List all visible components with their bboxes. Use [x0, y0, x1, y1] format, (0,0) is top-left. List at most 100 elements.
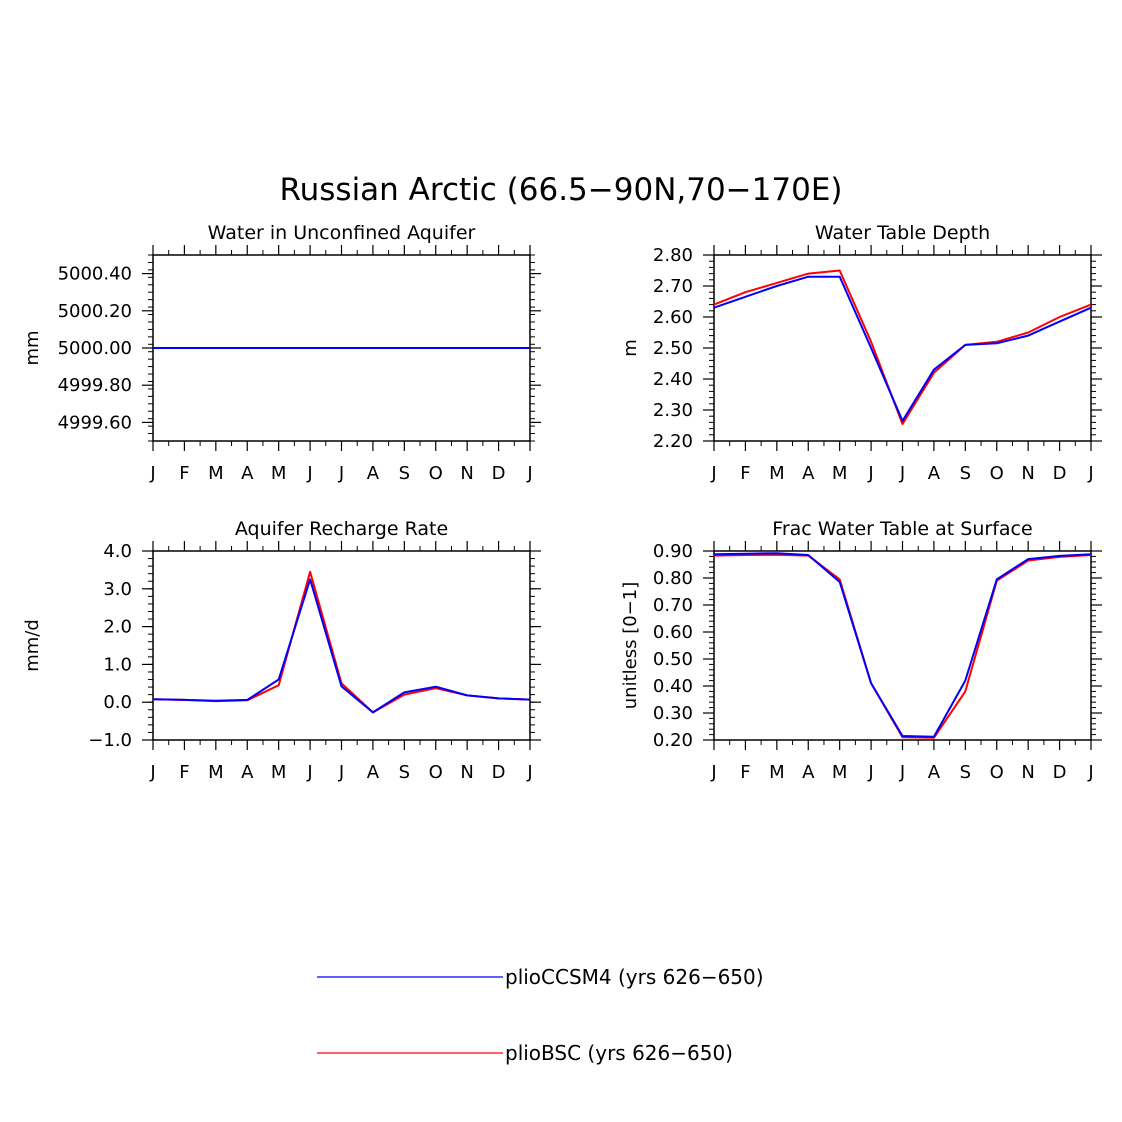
- x-tick-label: D: [492, 463, 506, 484]
- chart-panel: J F M A M J J A S O N D J0.200.300.400.500.600.700.8…: [620, 518, 1102, 783]
- x-tick-label: J: [899, 762, 905, 783]
- x-tick-label: A: [928, 762, 941, 783]
- y-tick-label: 5000.20: [58, 301, 132, 322]
- y-tick-label: 2.80: [653, 245, 693, 266]
- x-tick-label: S: [399, 762, 410, 783]
- y-tick-label: 0.60: [653, 622, 693, 643]
- y-tick-label: −1.0: [88, 730, 132, 751]
- x-tick-label: S: [960, 762, 971, 783]
- x-tick-label: N: [460, 762, 473, 783]
- x-tick-label: J: [710, 762, 716, 783]
- x-tick-label: A: [802, 463, 815, 484]
- y-tick-label: 4999.80: [58, 375, 132, 396]
- x-tick-label: N: [460, 463, 473, 484]
- y-axis-label: m: [620, 339, 641, 357]
- chart-panels: J F M A M J J A S O N D J4999.604999.805000.005000.2…: [22, 222, 1102, 783]
- plot-frame: [713, 550, 1092, 741]
- x-tick-label: J: [306, 463, 312, 484]
- x-tick-label: S: [399, 463, 410, 484]
- y-axis-label: mm: [22, 330, 43, 365]
- x-tick-label: J: [867, 762, 873, 783]
- legend-item: plioCCSM4 (yrs 626−650): [317, 965, 764, 989]
- x-tick-label: J: [149, 463, 155, 484]
- x-tick-label: D: [492, 762, 506, 783]
- figure-title: Russian Arctic (66.5−90N,70−170E): [279, 172, 842, 208]
- y-tick-label: 2.70: [653, 276, 693, 297]
- x-tick-label: J: [306, 762, 312, 783]
- y-tick-label: 2.50: [653, 338, 693, 359]
- y-tick-label: 2.40: [653, 369, 693, 390]
- panel-title: Water in Unconfined Aquifer: [208, 222, 476, 244]
- x-tick-label: F: [740, 463, 750, 484]
- x-tick-label: J: [1087, 762, 1093, 783]
- y-tick-label: 4.0: [103, 541, 132, 562]
- y-tick-label: 0.40: [653, 676, 693, 697]
- legend-label: plioCCSM4 (yrs 626−650): [505, 965, 764, 989]
- x-tick-label: O: [990, 463, 1004, 484]
- series-line: [713, 552, 1092, 738]
- y-tick-label: 3.0: [103, 579, 132, 600]
- legend-label: plioBSC (yrs 626−650): [505, 1041, 733, 1065]
- y-tick-label: 1.0: [103, 654, 132, 675]
- x-tick-label: J: [526, 463, 532, 484]
- y-tick-label: 2.30: [653, 400, 693, 421]
- y-tick-label: 5000.40: [58, 264, 132, 285]
- x-tick-label: A: [241, 762, 254, 783]
- x-tick-label: M: [832, 463, 848, 484]
- y-axis-label: mm/d: [22, 619, 43, 672]
- y-tick-label: 0.70: [653, 595, 693, 616]
- x-tick-label: N: [1021, 762, 1034, 783]
- y-tick-label: 0.30: [653, 703, 693, 724]
- x-tick-label: D: [1053, 762, 1067, 783]
- series-line: [713, 269, 1092, 425]
- x-tick-label: M: [271, 762, 287, 783]
- x-tick-label: D: [1053, 463, 1067, 484]
- x-tick-label: F: [179, 762, 189, 783]
- x-tick-label: A: [241, 463, 254, 484]
- x-tick-label: J: [149, 762, 155, 783]
- series-line: [152, 570, 531, 714]
- x-tick-label: O: [429, 463, 443, 484]
- x-tick-label: A: [367, 762, 380, 783]
- panel-title: Water Table Depth: [815, 222, 990, 244]
- y-tick-label: 5000.00: [58, 338, 132, 359]
- x-tick-label: J: [526, 762, 532, 783]
- series-line: [152, 578, 531, 714]
- series-line: [713, 275, 1092, 422]
- y-tick-label: 0.20: [653, 730, 693, 751]
- x-tick-label: M: [769, 762, 785, 783]
- chart-panel: J F M A M J J A S O N D J2.202.302.402.502.602.702.8…: [620, 222, 1102, 484]
- plot-frame: [152, 550, 531, 741]
- x-tick-label: M: [271, 463, 287, 484]
- x-tick-label: O: [990, 762, 1004, 783]
- panel-title: Aquifer Recharge Rate: [235, 518, 448, 540]
- x-tick-label: M: [208, 762, 224, 783]
- y-tick-label: 2.60: [653, 307, 693, 328]
- x-tick-label: M: [208, 463, 224, 484]
- legend: plioCCSM4 (yrs 626−650) plioBSC (yrs 626…: [317, 965, 764, 1065]
- y-tick-label: 0.80: [653, 568, 693, 589]
- y-tick-label: 0.50: [653, 649, 693, 670]
- y-axis-label: unitless [0−1]: [620, 582, 641, 709]
- x-tick-label: F: [740, 762, 750, 783]
- x-tick-label: M: [832, 762, 848, 783]
- legend-item: plioBSC (yrs 626−650): [317, 1041, 733, 1065]
- x-tick-label: A: [928, 463, 941, 484]
- x-tick-label: J: [867, 463, 873, 484]
- plot-frame: [713, 254, 1092, 442]
- x-tick-label: J: [338, 463, 344, 484]
- x-tick-label: J: [899, 463, 905, 484]
- y-tick-label: 2.20: [653, 431, 693, 452]
- y-tick-label: 2.0: [103, 617, 132, 638]
- chart-panel: J F M A M J J A S O N D J4999.604999.805000.005000.2…: [22, 222, 541, 484]
- x-tick-label: A: [802, 762, 815, 783]
- x-tick-label: S: [960, 463, 971, 484]
- x-tick-label: N: [1021, 463, 1034, 484]
- y-tick-label: 0.0: [103, 692, 132, 713]
- chart-panel: J F M A M J J A S O N D J−1.00.01.02.03.04.0Aquifer …: [22, 518, 541, 783]
- x-tick-label: M: [769, 463, 785, 484]
- x-tick-label: J: [710, 463, 716, 484]
- x-tick-label: J: [338, 762, 344, 783]
- y-tick-label: 0.90: [653, 541, 693, 562]
